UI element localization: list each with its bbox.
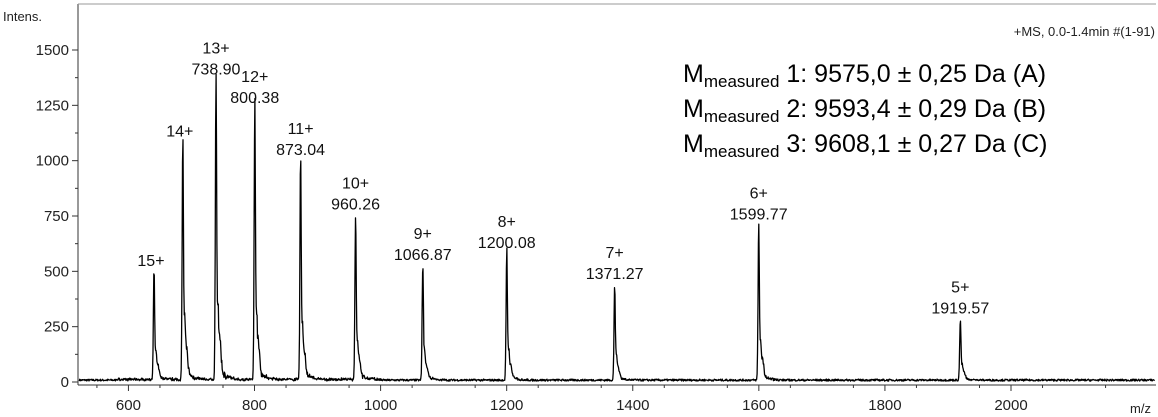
y-axis-label: Intens. (3, 9, 42, 24)
peak-mz-label: 1066.87 (394, 247, 452, 264)
charge-state-label: 12+ (241, 69, 268, 86)
peak-label: 6+ 1599.77 (730, 185, 788, 223)
charge-state-label: 8+ (498, 214, 516, 231)
x-tick-label: 1000 (364, 397, 397, 414)
x-tick-label: 800 (242, 397, 267, 414)
y-tick-label: 250 (44, 319, 69, 336)
peak-label: 13+ 738.90 (192, 40, 241, 78)
x-tick-label: 1600 (742, 397, 775, 414)
peak-label: 8+ 1200.08 (478, 214, 536, 252)
peak-mz-label: 738.90 (192, 61, 241, 78)
peak-label: 7+ 1371.27 (586, 245, 644, 283)
charge-state-label: 15+ (137, 253, 164, 270)
y-tick-label: 750 (44, 208, 69, 225)
peak-label: 12+ 800.38 (230, 69, 279, 107)
peak-mz-label: 873.04 (276, 142, 325, 159)
peak-label: 9+ 1066.87 (394, 226, 452, 264)
x-tick-label: 1800 (868, 397, 901, 414)
peak-mz-label: 1200.08 (478, 235, 536, 252)
measured-mass-line: Mmeasured 1: 9575,0 ± 0,25 Da (A) (683, 60, 1046, 91)
peak-label: 11+ 873.04 (276, 121, 325, 159)
spectrum-trace (78, 73, 1156, 382)
peak-mz-label: 800.38 (230, 90, 279, 107)
x-tick-label: 600 (116, 397, 141, 414)
peak-mz-label: 1919.57 (931, 300, 989, 317)
charge-state-label: 9+ (414, 226, 432, 243)
measured-mass-annotations: Mmeasured 1: 9575,0 ± 0,25 Da (A) Mmeasur… (683, 60, 1047, 161)
y-tick-label: 1500 (36, 42, 69, 59)
measured-mass-line: Mmeasured 3: 9608,1 ± 0,27 Da (C) (683, 130, 1047, 161)
charge-state-label: 5+ (951, 279, 969, 296)
y-tick-label: 1250 (36, 97, 69, 114)
peak-label: 14+ (166, 123, 193, 140)
peak-mz-label: 960.26 (331, 196, 380, 213)
charge-state-label: 7+ (606, 245, 624, 262)
x-tick-label: 2000 (994, 397, 1027, 414)
y-tick-label: 0 (61, 374, 69, 391)
charge-state-label: 11+ (288, 121, 314, 138)
x-axis-label: m/z (1130, 401, 1151, 416)
axes: 0 250 500 750 1000 1250 1500 600 800 1000 1200 1400… (36, 3, 1156, 414)
peak-labels: 15+ 14+ 13+ 738.90 12+ 800.38 11+ 873.04 10+ 960.… (137, 40, 989, 317)
spectrum (78, 73, 1156, 382)
measured-mass-line: Mmeasured 2: 9593,4 ± 0,29 Da (B) (683, 95, 1046, 126)
charge-state-label: 13+ (202, 40, 229, 57)
y-tick-label: 500 (44, 263, 69, 280)
x-tick-label: 1200 (490, 397, 523, 414)
peak-mz-label: 1599.77 (730, 206, 788, 223)
peak-label: 5+ 1919.57 (931, 279, 989, 317)
charge-state-label: 6+ (750, 185, 768, 202)
charge-state-label: 10+ (342, 175, 369, 192)
y-tick-label: 1000 (36, 153, 69, 170)
peak-label: 15+ (137, 253, 164, 270)
spectrum-header: +MS, 0.0-1.4min #(1-91) (1014, 24, 1155, 39)
peak-mz-label: 1371.27 (586, 266, 644, 283)
charge-state-label: 14+ (166, 123, 193, 140)
peak-label: 10+ 960.26 (331, 175, 380, 213)
x-tick-label: 1400 (616, 397, 649, 414)
